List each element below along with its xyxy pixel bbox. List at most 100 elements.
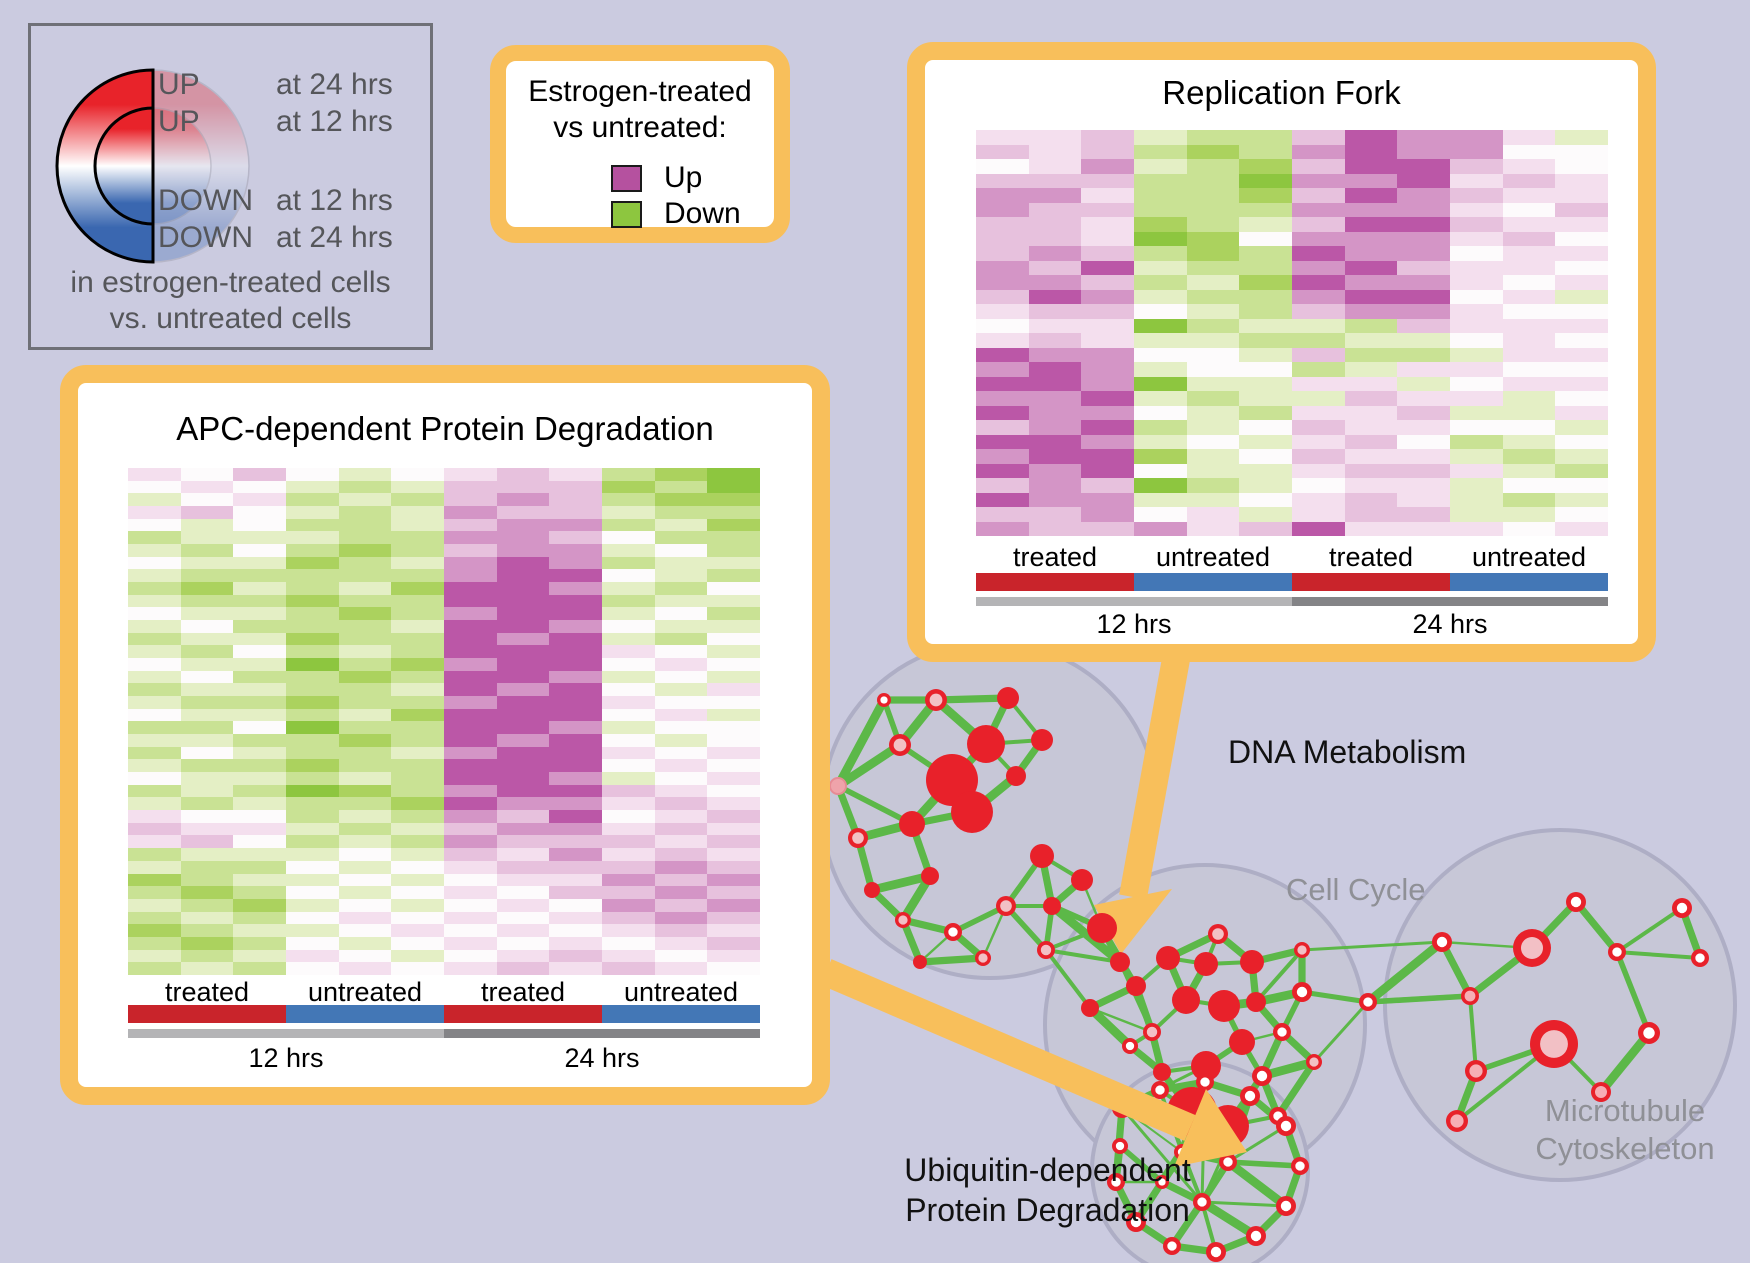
heatmap-cell bbox=[1239, 231, 1292, 246]
heatmap-cell bbox=[444, 949, 497, 963]
heatmap-cell bbox=[1450, 231, 1503, 246]
heatmap-cell bbox=[1450, 347, 1503, 362]
heatmap-cell bbox=[1134, 347, 1187, 362]
heatmap-cell bbox=[1502, 275, 1556, 290]
heatmap-cell bbox=[707, 708, 760, 722]
heatmap-cell bbox=[496, 670, 550, 684]
heatmap-cell bbox=[1186, 478, 1240, 493]
heatmap-cell bbox=[1397, 521, 1450, 536]
heatmap-cell bbox=[128, 544, 181, 557]
heatmap-cell bbox=[444, 886, 497, 899]
heatmap-cell bbox=[1344, 275, 1398, 290]
heatmap-cell bbox=[1502, 144, 1556, 159]
heatmap-cell bbox=[1239, 130, 1292, 145]
heatmap-cell bbox=[1397, 289, 1450, 304]
heatmap-cell bbox=[1450, 362, 1503, 377]
heatmap-cell bbox=[128, 594, 181, 608]
heatmap-cell bbox=[1134, 188, 1187, 203]
heatmap-cell bbox=[1450, 188, 1503, 203]
heatmap-cell bbox=[1292, 217, 1345, 232]
heatmap-cell bbox=[976, 420, 1029, 435]
time-label: at 24 hrs bbox=[276, 221, 393, 254]
heatmap-cell bbox=[1344, 347, 1398, 362]
heatmap-cell bbox=[707, 620, 760, 633]
heatmap-cell bbox=[549, 556, 602, 570]
node-white-core bbox=[1256, 1070, 1268, 1082]
heatmap-cell bbox=[391, 873, 444, 887]
heatmap-cell bbox=[496, 556, 550, 570]
heatmap-cell bbox=[338, 594, 392, 608]
heatmap-cell bbox=[976, 405, 1029, 420]
network-edge bbox=[1045, 948, 1121, 964]
heatmap-cell bbox=[654, 506, 708, 519]
heatmap-cell bbox=[1397, 130, 1450, 145]
heatmap-cell bbox=[286, 949, 339, 963]
heatmap-cell bbox=[1555, 188, 1608, 203]
heatmap-cell bbox=[286, 632, 339, 646]
network-node bbox=[1246, 992, 1266, 1012]
heatmap-cell bbox=[654, 924, 708, 937]
heatmap-cell bbox=[338, 544, 392, 557]
heatmap-cell bbox=[1028, 260, 1082, 275]
heatmap-cell bbox=[1502, 202, 1556, 217]
heatmap-cell bbox=[391, 683, 444, 697]
node-pink-core bbox=[1469, 1064, 1483, 1078]
heatmap-cell bbox=[549, 468, 602, 481]
heatmap-cell bbox=[654, 582, 708, 595]
legend-item-up: Up bbox=[611, 161, 702, 195]
heatmap-cell bbox=[1081, 492, 1134, 507]
heatmap-cell bbox=[286, 518, 339, 532]
microtubule-label-line2: Cytoskeleton bbox=[1535, 1131, 1715, 1166]
heatmap-cell bbox=[338, 670, 392, 684]
heatmap-cell bbox=[1186, 405, 1240, 420]
updown-time-legend: UP at 24 hrs UP at 12 hrs DOWN at 12 hrs DO… bbox=[28, 23, 433, 350]
heatmap-cell bbox=[338, 822, 392, 836]
heatmap-cell bbox=[286, 506, 339, 519]
heatmap-cell bbox=[128, 493, 181, 507]
heatmap-cell bbox=[338, 607, 392, 621]
heatmap-cell bbox=[654, 658, 708, 671]
heatmap-cell bbox=[1028, 246, 1082, 261]
heatmap-cell bbox=[707, 848, 760, 861]
heatmap-cell bbox=[128, 620, 181, 633]
heatmap-cell bbox=[1344, 405, 1398, 420]
heatmap-cell bbox=[654, 480, 708, 494]
heatmap-cell bbox=[338, 911, 392, 925]
heatmap-cell bbox=[654, 797, 708, 811]
heatmap-cell bbox=[707, 468, 760, 481]
heatmap-cell bbox=[1239, 144, 1292, 159]
heatmap-cell bbox=[602, 632, 655, 646]
heatmap-cell bbox=[496, 721, 550, 735]
legend-title: Estrogen-treated bbox=[528, 75, 752, 108]
heatmap-cell bbox=[1397, 347, 1450, 362]
network-edge bbox=[1367, 993, 1471, 1005]
heatmap-cell bbox=[654, 886, 708, 899]
group-label: untreated bbox=[307, 977, 423, 1007]
flow-arrow-shaft bbox=[1119, 645, 1192, 900]
heatmap-cell bbox=[180, 696, 234, 709]
heatmap-cell bbox=[707, 556, 760, 570]
heatmap-cell bbox=[1344, 391, 1398, 406]
heatmap-cell bbox=[233, 810, 286, 823]
heatmap-cell bbox=[654, 911, 708, 925]
legend-row: UP at 24 hrs bbox=[158, 68, 393, 102]
heatmap-cell bbox=[1555, 217, 1608, 232]
node-white-core bbox=[1570, 896, 1582, 908]
heatmap-cell bbox=[1292, 376, 1345, 391]
heatmap-cell bbox=[391, 480, 444, 494]
heatmap-cell bbox=[286, 708, 339, 722]
network-node bbox=[1229, 1029, 1255, 1055]
heatmap-cell bbox=[1186, 202, 1240, 217]
network-edge bbox=[1254, 948, 1304, 1004]
heatmap-cell bbox=[1134, 376, 1187, 391]
heatmap-cell bbox=[1239, 434, 1292, 449]
heatmap-cell bbox=[1081, 376, 1134, 391]
heatmap-cell bbox=[1186, 318, 1240, 333]
heatmap-cell bbox=[1292, 347, 1345, 362]
heatmap-cell bbox=[233, 962, 286, 975]
heatmap-cell bbox=[1292, 478, 1345, 493]
node-pink-core bbox=[1146, 1026, 1158, 1038]
ubiquitin-label-line2: Protein Degradation bbox=[905, 1192, 1190, 1228]
heatmap-cell bbox=[549, 772, 602, 785]
heatmap-cell bbox=[180, 784, 234, 798]
